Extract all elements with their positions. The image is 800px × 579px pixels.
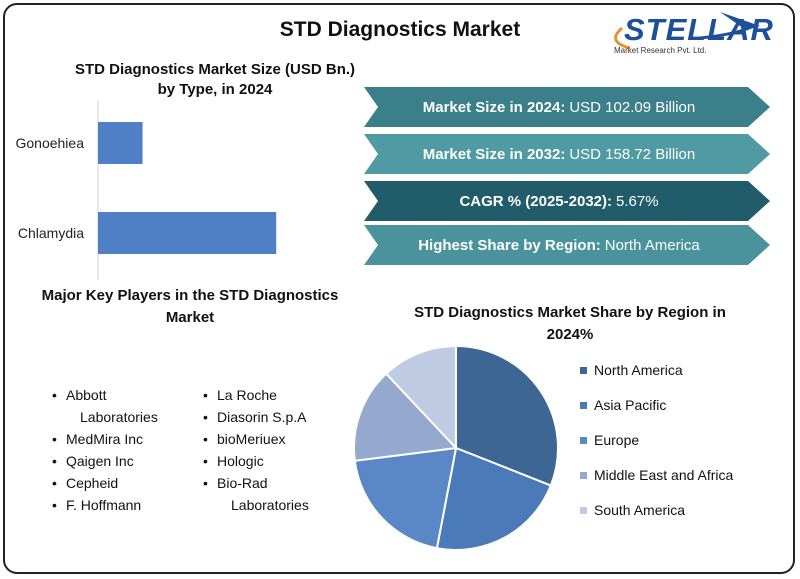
legend-item: North America	[580, 360, 733, 395]
bar-chlamydia	[98, 212, 277, 254]
legend-label: North America	[594, 362, 683, 378]
info-box: Market Size in 2024: USD 102.09 Billion	[364, 87, 770, 127]
pie-slice-middle-east-and-africa	[353, 372, 459, 462]
legend-label: Asia Pacific	[594, 397, 667, 413]
player-item: Abbott	[52, 384, 158, 406]
arrow-banner-icon	[364, 87, 770, 127]
player-item: Bio-Rad	[203, 472, 309, 494]
legend-swatch	[580, 472, 587, 479]
pie-slice-europe	[353, 446, 458, 550]
legend-label: Middle East and Africa	[594, 467, 734, 483]
player-item: Laboratories	[231, 497, 309, 513]
legend-item: Asia Pacific	[580, 395, 733, 430]
arrow-banner-icon	[364, 225, 770, 265]
player-item: La Roche	[203, 384, 309, 406]
info-value: USD 102.09 Billion	[569, 98, 696, 116]
bar-chart-title: STD Diagnostics Market Size (USD Bn.) by…	[74, 61, 356, 98]
bar-chart: Gonoehiea Chlamydia	[15, 100, 277, 280]
player-item: F. Hoffmann	[52, 494, 158, 516]
pie-slice-asia-pacific	[435, 446, 553, 551]
bar-category-label: Chlamydia	[18, 225, 84, 241]
logo-swoosh-icon	[614, 12, 760, 50]
players-list-1: Abbott Laboratories MedMira IncQaigen IncC…	[52, 384, 158, 516]
player-item: Cepheid	[52, 472, 158, 494]
info-value: 5.67%	[616, 192, 659, 210]
legend-label: Europe	[594, 432, 640, 448]
page-title: STD Diagnostics Market	[279, 18, 521, 41]
legend-label: South America	[594, 502, 686, 518]
pie-slice-north-america	[455, 344, 559, 487]
pie-chart	[353, 344, 559, 551]
info-label: CAGR % (2025-2032):	[459, 192, 612, 210]
info-box: CAGR % (2025-2032): 5.67%	[364, 181, 770, 221]
info-value: USD 158.72 Billion	[569, 145, 696, 163]
legend-swatch	[580, 507, 587, 514]
bar-gonoehiea	[98, 122, 143, 164]
info-box: Highest Share by Region: North America	[364, 225, 770, 265]
logo-subtitle: Market Research Pvt. Ltd.	[614, 46, 707, 55]
pie-slice-south-america	[384, 344, 457, 451]
player-item: Diasorin S.p.A	[203, 406, 309, 428]
arrow-banner-icon	[364, 134, 770, 174]
logo-wordmark: STELLAR	[624, 12, 774, 47]
pie-legend: North America Asia Pacific Europe Middle Ea…	[580, 360, 733, 535]
info-box: Market Size in 2032: USD 158.72 Billion	[364, 134, 770, 174]
player-item: Hologic	[203, 450, 309, 472]
player-item: MedMira Inc	[52, 428, 158, 450]
legend-item: South America	[580, 500, 733, 535]
legend-item: Europe	[580, 430, 733, 465]
arrow-banner-icon	[364, 181, 770, 221]
pie-chart-title: STD Diagnostics Market Share by Region i…	[414, 304, 726, 343]
bar-category-label: Gonoehiea	[15, 135, 84, 151]
legend-swatch	[580, 367, 587, 374]
info-value: North America	[604, 236, 700, 254]
players-list-2: La RocheDiasorin S.p.AbioMeriuexHologicB…	[203, 384, 309, 516]
info-label: Market Size in 2024:	[422, 98, 566, 116]
stellar-logo: STELLAR Market Research Pvt. Ltd.	[600, 8, 780, 60]
info-label: Highest Share by Region:	[418, 236, 601, 254]
legend-swatch	[580, 437, 587, 444]
player-item: Qaigen Inc	[52, 450, 158, 472]
info-label: Market Size in 2032:	[422, 145, 566, 163]
player-item: Laboratories	[80, 409, 158, 425]
legend-swatch	[580, 402, 587, 409]
player-item: bioMeriuex	[203, 428, 309, 450]
players-title: Major Key Players in the STD Diagnostics…	[41, 287, 339, 326]
legend-item: Middle East and Africa	[580, 465, 733, 500]
